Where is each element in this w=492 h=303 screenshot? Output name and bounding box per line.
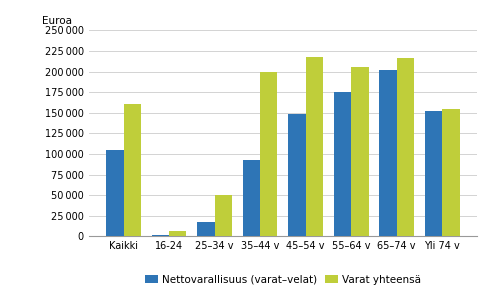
- Text: Euroa: Euroa: [42, 16, 72, 26]
- Bar: [215, 195, 232, 236]
- Bar: [169, 231, 186, 236]
- Bar: [351, 67, 369, 236]
- Bar: [197, 222, 215, 236]
- Bar: [442, 109, 460, 236]
- Bar: [425, 111, 442, 236]
- Bar: [288, 114, 306, 236]
- Bar: [106, 150, 123, 236]
- Bar: [152, 235, 169, 236]
- Bar: [306, 58, 323, 236]
- Bar: [379, 70, 397, 236]
- Bar: [243, 160, 260, 236]
- Bar: [397, 58, 414, 236]
- Bar: [334, 92, 351, 236]
- Legend: Nettovarallisuus (varat–velat), Varat yhteensä: Nettovarallisuus (varat–velat), Varat yh…: [141, 271, 425, 289]
- Bar: [123, 105, 141, 236]
- Bar: [260, 72, 277, 236]
